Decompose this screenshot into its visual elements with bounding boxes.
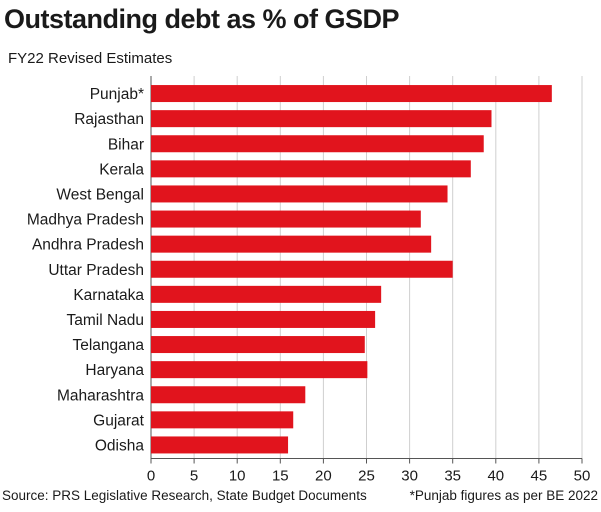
bar [151,260,453,278]
category-label: Madhya Pradesh [27,212,144,229]
category-label: Gujarat [93,412,145,429]
x-tick-label: 25 [358,468,375,485]
bar [151,160,471,178]
bar [151,85,552,103]
x-tick-label: 5 [190,468,198,485]
bar [151,185,448,203]
bar [151,386,306,404]
category-label: Maharashtra [57,387,144,404]
bar [151,285,382,303]
x-tick-label: 50 [574,468,591,485]
chart-title: Outstanding debt as % of GSDP [4,4,400,34]
source-note: Source: PRS Legislative Research, State … [2,488,367,503]
category-label: Tamil Nadu [66,312,144,329]
x-tick-label: 0 [147,468,155,485]
bar [151,336,365,354]
category-label: Kerala [99,161,144,178]
footnote: *Punjab figures as per BE 2022 [409,488,598,503]
category-label: Punjab* [90,86,144,103]
bar [151,235,432,253]
bar [151,135,484,153]
chart-subtitle: FY22 Revised Estimates [8,50,173,67]
x-tick-label: 35 [444,468,461,485]
category-label: Andhra Pradesh [32,237,144,254]
bar [151,210,421,228]
category-label: Uttar Pradesh [48,262,144,279]
x-tick-label: 15 [272,468,289,485]
bar [151,110,492,128]
category-label: Rajasthan [74,111,144,128]
category-label: Bihar [108,136,144,153]
category-label: Karnataka [73,287,144,304]
x-tick-label: 20 [315,468,332,485]
category-label: Odisha [95,437,144,454]
bar [151,310,376,328]
category-label: Haryana [85,362,144,379]
bar [151,436,289,454]
x-tick-label: 30 [401,468,418,485]
category-label: Telangana [72,337,144,354]
x-tick-label: 45 [531,468,548,485]
bar [151,361,368,379]
x-tick-label: 40 [487,468,504,485]
category-label: West Bengal [56,186,144,203]
bar [151,411,294,429]
x-tick-label: 10 [229,468,246,485]
